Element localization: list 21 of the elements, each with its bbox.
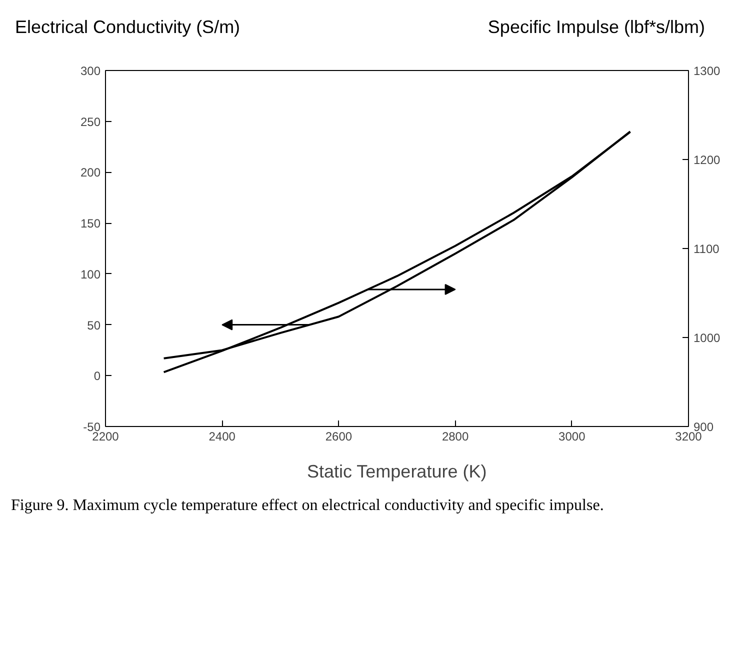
y-tick-label: 250 bbox=[80, 114, 101, 129]
x-tick-label: 2800 bbox=[442, 430, 469, 444]
y-axis-title: Electrical Conductivity (S/m) bbox=[15, 16, 240, 39]
y2-tick-label: 1000 bbox=[694, 331, 721, 345]
y2-tick-label: 1200 bbox=[694, 153, 721, 167]
x-tick-label: 2600 bbox=[325, 430, 352, 444]
y2-tick-label: 1100 bbox=[694, 242, 720, 256]
y2-axis-title: Specific Impulse (lbf*s/lbm) bbox=[488, 16, 705, 39]
x-tick-label: 3200 bbox=[675, 430, 702, 444]
y-tick-label: 200 bbox=[80, 166, 101, 180]
x-tick-label: 3000 bbox=[558, 430, 586, 444]
y-tick-label: 100 bbox=[80, 267, 101, 282]
y-tick-label: 300 bbox=[80, 64, 101, 78]
x-tick-label: 2400 bbox=[208, 430, 236, 444]
y2-tick-label: 1300 bbox=[694, 64, 721, 78]
y-tick-label: 50 bbox=[87, 318, 101, 332]
x-tick-label: 2200 bbox=[92, 430, 120, 444]
x-axis-title: Static Temperature (K) bbox=[306, 462, 487, 482]
y-tick-label: 0 bbox=[94, 369, 101, 384]
caption: Figure 9. Maximum cycle temperature effect on electrical conductivity and specific impulse. bbox=[10, 496, 605, 516]
y-tick-label: 150 bbox=[80, 216, 101, 231]
